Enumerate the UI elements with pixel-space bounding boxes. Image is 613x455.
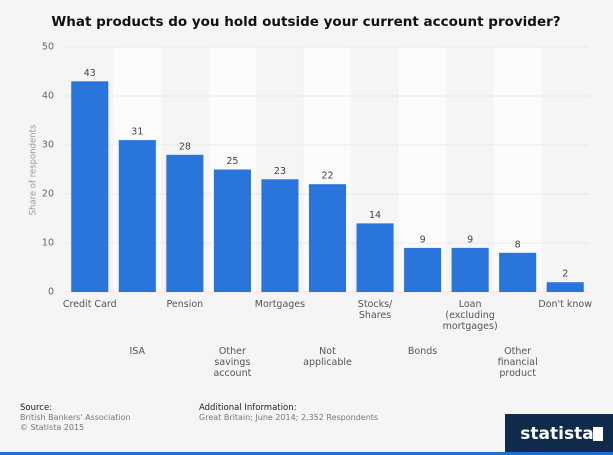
bar: [499, 252, 537, 292]
bar: [308, 184, 347, 292]
value-label: 9: [420, 234, 426, 245]
bar: [166, 154, 204, 292]
value-label: 22: [321, 171, 333, 182]
value-label: 14: [369, 210, 381, 221]
x-tick-label: Stocks/ Shares: [357, 299, 393, 321]
bar: [356, 223, 394, 292]
logo-icon: [593, 427, 603, 441]
y-tick-label: 40: [42, 91, 54, 102]
value-label: 2: [562, 269, 568, 280]
bar: [118, 140, 156, 292]
value-label: 9: [467, 234, 473, 245]
value-label: 25: [226, 156, 238, 167]
plot-stripe: [541, 47, 589, 292]
bar: [546, 282, 584, 292]
x-tick-label: Other financial product: [497, 346, 538, 379]
x-tick-label: ISA: [129, 346, 146, 357]
bar: [404, 247, 442, 292]
plot-stripe: [493, 47, 542, 292]
info-heading: Additional Information:: [199, 403, 297, 413]
copyright: © Statista 2015: [20, 423, 85, 432]
source-block: Source: British Bankers' Association © S…: [20, 403, 131, 433]
y-tick-label: 30: [42, 140, 54, 151]
value-label: 31: [131, 127, 143, 138]
bar: [451, 247, 489, 292]
x-tick-label: Mortgages: [254, 299, 306, 310]
logo-text: statista: [520, 424, 593, 444]
bottom-rule: [0, 452, 613, 455]
y-tick-label: 20: [42, 189, 54, 200]
bar: [261, 179, 299, 292]
value-label: 8: [515, 239, 521, 250]
source: British Bankers' Association: [20, 413, 131, 422]
bar: [213, 169, 251, 292]
x-tick-label: Not applicable: [303, 346, 352, 368]
info-block: Additional Information: Great Britain; J…: [199, 403, 378, 423]
x-tick-label: Credit Card: [62, 299, 117, 310]
value-label: 28: [179, 141, 191, 152]
value-label: 23: [274, 166, 286, 177]
y-tick-label: 10: [42, 238, 54, 249]
y-tick-label: 50: [42, 42, 54, 53]
source-heading: Source:: [20, 403, 53, 413]
bar: [71, 81, 109, 292]
x-tick-label: Don't know: [538, 299, 593, 310]
chart-title: What products do you hold outside your c…: [51, 14, 560, 30]
x-tick-label: Loan (excluding mortgages): [442, 299, 498, 332]
x-tick-label: Other savings account: [213, 346, 252, 379]
value-label: 43: [84, 68, 96, 79]
y-tick-label: 0: [48, 287, 54, 298]
y-axis-label: Share of respondents: [29, 124, 39, 215]
x-tick-label: Pension: [166, 299, 204, 310]
info: Great Britain; June 2014; 2,352 Responde…: [199, 413, 379, 422]
x-tick-label: Bonds: [407, 346, 438, 357]
